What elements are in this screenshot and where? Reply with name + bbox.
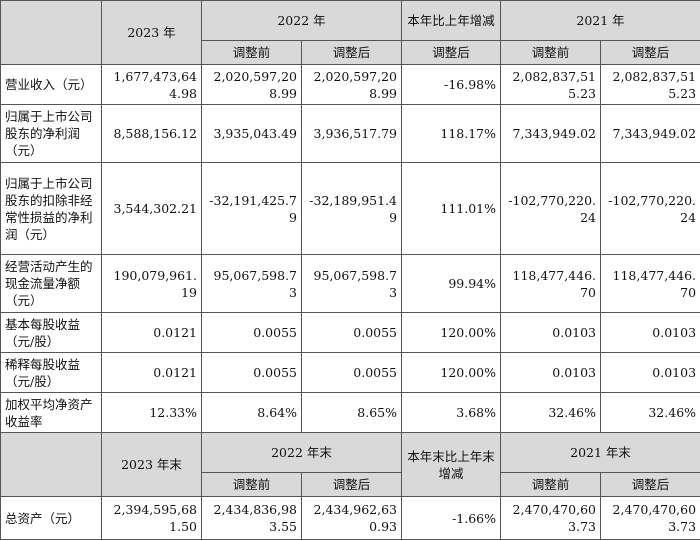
cell-2022-after: 2,020,597,208.99 (302, 65, 402, 105)
cell-2023: 0.0121 (102, 353, 202, 393)
row-label: 归属于上市公司股东的净利润（元） (1, 105, 102, 163)
cell-2023: 8,588,156.12 (102, 105, 202, 163)
cell-2022-after: 0.0055 (302, 353, 402, 393)
cell-yoy: 120.00% (402, 313, 501, 353)
cell-2021-after: 0.0103 (601, 353, 700, 393)
header-yoy-end: 本年末比上年末增减 (402, 433, 501, 497)
row-label: 基本每股收益（元/股） (1, 313, 102, 353)
header-2021-end-before: 调整前 (501, 473, 601, 497)
cell-yoy: 3.68% (402, 393, 501, 433)
cell-2022-after: 3,936,517.79 (302, 105, 402, 163)
cell-2022-before: 0.0055 (202, 313, 302, 353)
header-2021-end-after: 调整后 (601, 473, 700, 497)
cell-2022-after: 8.65% (302, 393, 402, 433)
cell-2021-after: 0.0103 (601, 313, 700, 353)
table-row: 总资产（元） 2,394,595,681.50 2,434,836,983.55… (1, 497, 700, 540)
cell-2021-before: 0.0103 (501, 313, 601, 353)
cell-yoy: -16.98% (402, 65, 501, 105)
table-row: 归属于上市公司股东的扣除非经常性损益的净利润（元） 3,544,302.21 -… (1, 163, 700, 255)
cell-2021-end-before: 2,470,470,603.73 (501, 497, 601, 540)
header-2022-before: 调整前 (202, 41, 302, 65)
cell-2021-before: -102,770,220.24 (501, 163, 601, 255)
cell-2021-after: 2,082,837,515.23 (601, 65, 700, 105)
cell-2021-before: 2,082,837,515.23 (501, 65, 601, 105)
cell-2021-before: 32.46% (501, 393, 601, 433)
cell-yoy: 120.00% (402, 353, 501, 393)
header-row-year-end: 2023 年末 2022 年末 本年末比上年末增减 2021 年末 (1, 433, 700, 473)
cell-2021-after: 7,343,949.02 (601, 105, 700, 163)
cell-2022-end-after: 2,434,962,630.93 (302, 497, 402, 540)
cell-2022-before: 8.64% (202, 393, 302, 433)
header-2023-end: 2023 年末 (102, 433, 202, 497)
cell-2023: 1,677,473,644.98 (102, 65, 202, 105)
cell-2023-end: 2,394,595,681.50 (102, 497, 202, 540)
row-label: 营业收入（元） (1, 65, 102, 105)
row-label: 稀释每股收益（元/股） (1, 353, 102, 393)
table-row: 基本每股收益（元/股） 0.0121 0.0055 0.0055 120.00%… (1, 313, 700, 353)
cell-2022-end-before: 2,434,836,983.55 (202, 497, 302, 540)
table-row: 归属于上市公司股东的净利润（元） 8,588,156.12 3,935,043.… (1, 105, 700, 163)
header-2021: 2021 年 (501, 1, 700, 41)
header-2022-end-before: 调整前 (202, 473, 302, 497)
table-row: 经营活动产生的现金流量净额（元） 190,079,961.19 95,067,5… (1, 255, 700, 313)
header-2023: 2023 年 (102, 1, 202, 65)
cell-2021-before: 0.0103 (501, 353, 601, 393)
cell-2023: 190,079,961.19 (102, 255, 202, 313)
cell-yoy: 118.17% (402, 105, 501, 163)
header-2021-end: 2021 年末 (501, 433, 700, 473)
header-2022-end-after: 调整后 (302, 473, 402, 497)
cell-yoy: 99.94% (402, 255, 501, 313)
cell-2023: 0.0121 (102, 313, 202, 353)
cell-2022-before: -32,191,425.79 (202, 163, 302, 255)
header-corner-bottom (1, 433, 102, 497)
cell-2022-before: 3,935,043.49 (202, 105, 302, 163)
cell-2023: 12.33% (102, 393, 202, 433)
cell-2021-end-after: 2,470,470,603.73 (601, 497, 700, 540)
header-corner (1, 1, 102, 65)
header-2021-before: 调整前 (501, 41, 601, 65)
row-label: 归属于上市公司股东的扣除非经常性损益的净利润（元） (1, 163, 102, 255)
table-row: 稀释每股收益（元/股） 0.0121 0.0055 0.0055 120.00%… (1, 353, 700, 393)
cell-yoy-end: -1.66% (402, 497, 501, 540)
cell-2022-after: 95,067,598.73 (302, 255, 402, 313)
cell-2021-after: 118,477,446.70 (601, 255, 700, 313)
table-row: 营业收入（元） 1,677,473,644.98 2,020,597,208.9… (1, 65, 700, 105)
cell-2022-before: 95,067,598.73 (202, 255, 302, 313)
cell-2022-after: 0.0055 (302, 313, 402, 353)
table-row: 加权平均净资产收益率 12.33% 8.64% 8.65% 3.68% 32.4… (1, 393, 700, 433)
row-label: 总资产（元） (1, 497, 102, 540)
cell-2022-before: 0.0055 (202, 353, 302, 393)
header-yoy-after: 调整后 (402, 41, 501, 65)
cell-2023: 3,544,302.21 (102, 163, 202, 255)
cell-2022-before: 2,020,597,208.99 (202, 65, 302, 105)
cell-2021-before: 7,343,949.02 (501, 105, 601, 163)
header-2022-after: 调整后 (302, 41, 402, 65)
row-label: 加权平均净资产收益率 (1, 393, 102, 433)
header-row-years: 2023 年 2022 年 本年比上年增减 2021 年 (1, 1, 700, 41)
header-2022-end: 2022 年末 (202, 433, 402, 473)
cell-2021-after: -102,770,220.24 (601, 163, 700, 255)
row-label: 经营活动产生的现金流量净额（元） (1, 255, 102, 313)
cell-2021-after: 32.46% (601, 393, 700, 433)
header-yoy: 本年比上年增减 (402, 1, 501, 41)
cell-2021-before: 118,477,446.70 (501, 255, 601, 313)
header-2021-after: 调整后 (601, 41, 700, 65)
cell-yoy: 111.01% (402, 163, 501, 255)
cell-2022-after: -32,189,951.49 (302, 163, 402, 255)
header-2022: 2022 年 (202, 1, 402, 41)
